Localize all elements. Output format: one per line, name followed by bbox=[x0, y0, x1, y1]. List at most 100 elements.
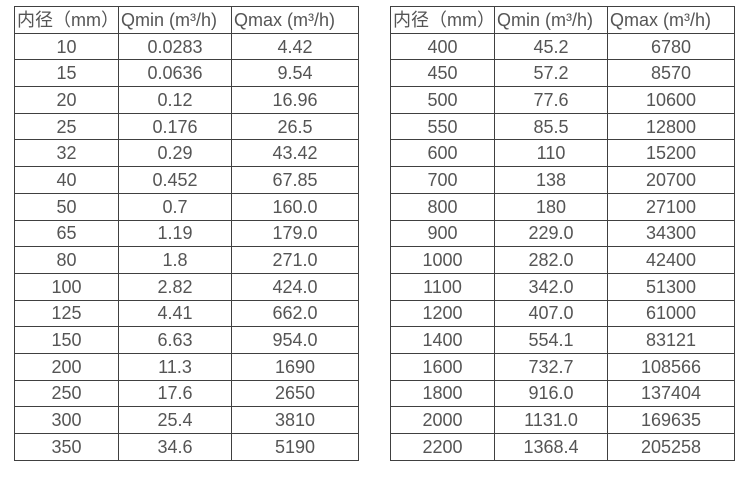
table-cell: 300 bbox=[14, 406, 119, 434]
table-row: 100 2.82 424.0 bbox=[14, 272, 359, 301]
table-row: 600 110 15200 bbox=[390, 139, 735, 168]
table-row: 40 0.452 67.85 bbox=[14, 166, 359, 194]
table-cell: 2.82 bbox=[118, 272, 232, 301]
table-cell: 6.63 bbox=[118, 326, 232, 354]
table-cell: 554.1 bbox=[494, 326, 608, 354]
table-cell: 282.0 bbox=[494, 246, 608, 274]
table-row: 50 0.7 160.0 bbox=[14, 192, 359, 221]
table-row: 500 77.6 10600 bbox=[390, 86, 735, 114]
table-cell: 51300 bbox=[607, 272, 735, 301]
table-cell: 900 bbox=[390, 219, 495, 248]
table-cell: 1000 bbox=[390, 246, 495, 274]
table-row: 800 180 27100 bbox=[390, 192, 735, 221]
table-cell: 229.0 bbox=[494, 219, 608, 248]
table-cell: 1690 bbox=[231, 352, 359, 381]
table-cell: 732.7 bbox=[494, 352, 608, 381]
table-row: 1400 554.1 83121 bbox=[390, 326, 735, 354]
table-cell: 50 bbox=[14, 192, 119, 221]
table-cell: 1100 bbox=[390, 272, 495, 301]
table-cell: 25.4 bbox=[118, 406, 232, 434]
table-cell: 0.0636 bbox=[118, 59, 232, 88]
table-cell: 5190 bbox=[231, 433, 359, 461]
header-qmin: Qmin (m³/h) bbox=[118, 6, 232, 34]
table-row: 2000 1131.0 169635 bbox=[390, 406, 735, 434]
table-cell: 1.8 bbox=[118, 246, 232, 274]
table-cell: 85.5 bbox=[494, 112, 608, 141]
table-row: 32 0.29 43.42 bbox=[14, 139, 359, 168]
table-cell: 10600 bbox=[607, 86, 735, 114]
table-cell: 424.0 bbox=[231, 272, 359, 301]
table-cell: 0.7 bbox=[118, 192, 232, 221]
table-cell: 0.452 bbox=[118, 166, 232, 194]
table-cell: 0.0283 bbox=[118, 32, 232, 61]
table-cell: 20 bbox=[14, 86, 119, 114]
header-row: 内径（mm） Qmin (m³/h) Qmax (m³/h) bbox=[390, 6, 735, 34]
table-row: 1200 407.0 61000 bbox=[390, 299, 735, 328]
table-cell: 6780 bbox=[607, 32, 735, 61]
header-inner-diameter: 内径（mm） bbox=[390, 6, 495, 34]
table-cell: 205258 bbox=[607, 433, 735, 461]
table-cell: 342.0 bbox=[494, 272, 608, 301]
table-cell: 80 bbox=[14, 246, 119, 274]
table-row: 2200 1368.4 205258 bbox=[390, 433, 735, 461]
table-cell: 2000 bbox=[390, 406, 495, 434]
table-header: 内径（mm） Qmin (m³/h) Qmax (m³/h) bbox=[14, 6, 359, 34]
table-cell: 179.0 bbox=[231, 219, 359, 248]
table-cell: 43.42 bbox=[231, 139, 359, 168]
table-cell: 16.96 bbox=[231, 86, 359, 114]
table-row: 1600 732.7 108566 bbox=[390, 352, 735, 381]
table-row: 125 4.41 662.0 bbox=[14, 299, 359, 328]
table-row: 20 0.12 16.96 bbox=[14, 86, 359, 114]
table-cell: 40 bbox=[14, 166, 119, 194]
table-row: 250 17.6 2650 bbox=[14, 379, 359, 408]
flow-tables-container: 内径（mm） Qmin (m³/h) Qmax (m³/h) 10 0.0283 4… bbox=[14, 6, 735, 461]
table-row: 15 0.0636 9.54 bbox=[14, 59, 359, 88]
table-cell: 200 bbox=[14, 352, 119, 381]
table-cell: 700 bbox=[390, 166, 495, 194]
table-cell: 45.2 bbox=[494, 32, 608, 61]
table-cell: 600 bbox=[390, 139, 495, 168]
table-cell: 34300 bbox=[607, 219, 735, 248]
table-row: 150 6.63 954.0 bbox=[14, 326, 359, 354]
table-cell: 407.0 bbox=[494, 299, 608, 328]
table-cell: 550 bbox=[390, 112, 495, 141]
table-row: 350 34.6 5190 bbox=[14, 433, 359, 461]
table-cell: 11.3 bbox=[118, 352, 232, 381]
table-cell: 15200 bbox=[607, 139, 735, 168]
table-cell: 34.6 bbox=[118, 433, 232, 461]
table-row: 1000 282.0 42400 bbox=[390, 246, 735, 274]
table-cell: 350 bbox=[14, 433, 119, 461]
table-cell: 1368.4 bbox=[494, 433, 608, 461]
table-row: 550 85.5 12800 bbox=[390, 112, 735, 141]
table-cell: 15 bbox=[14, 59, 119, 88]
table-cell: 65 bbox=[14, 219, 119, 248]
table-row: 10 0.0283 4.42 bbox=[14, 32, 359, 61]
table-row: 400 45.2 6780 bbox=[390, 32, 735, 61]
table-cell: 77.6 bbox=[494, 86, 608, 114]
table-row: 200 11.3 1690 bbox=[14, 352, 359, 381]
table-cell: 17.6 bbox=[118, 379, 232, 408]
table-cell: 100 bbox=[14, 272, 119, 301]
table-cell: 108566 bbox=[607, 352, 735, 381]
table-cell: 160.0 bbox=[231, 192, 359, 221]
table-cell: 67.85 bbox=[231, 166, 359, 194]
table-body: 400 45.2 6780 450 57.2 8570 500 77.6 10600 550 85.… bbox=[390, 32, 735, 461]
table-row: 450 57.2 8570 bbox=[390, 59, 735, 88]
table-cell: 1600 bbox=[390, 352, 495, 381]
table-cell: 12800 bbox=[607, 112, 735, 141]
header-row: 内径（mm） Qmin (m³/h) Qmax (m³/h) bbox=[14, 6, 359, 34]
table-cell: 250 bbox=[14, 379, 119, 408]
table-row: 900 229.0 34300 bbox=[390, 219, 735, 248]
table-cell: 10 bbox=[14, 32, 119, 61]
table-cell: 9.54 bbox=[231, 59, 359, 88]
table-cell: 0.12 bbox=[118, 86, 232, 114]
table-cell: 400 bbox=[390, 32, 495, 61]
table-cell: 2650 bbox=[231, 379, 359, 408]
table-cell: 3810 bbox=[231, 406, 359, 434]
table-cell: 800 bbox=[390, 192, 495, 221]
table-cell: 662.0 bbox=[231, 299, 359, 328]
flow-table-small-diameters: 内径（mm） Qmin (m³/h) Qmax (m³/h) 10 0.0283 4… bbox=[14, 6, 359, 461]
table-row: 80 1.8 271.0 bbox=[14, 246, 359, 274]
table-cell: 4.41 bbox=[118, 299, 232, 328]
table-cell: 8570 bbox=[607, 59, 735, 88]
